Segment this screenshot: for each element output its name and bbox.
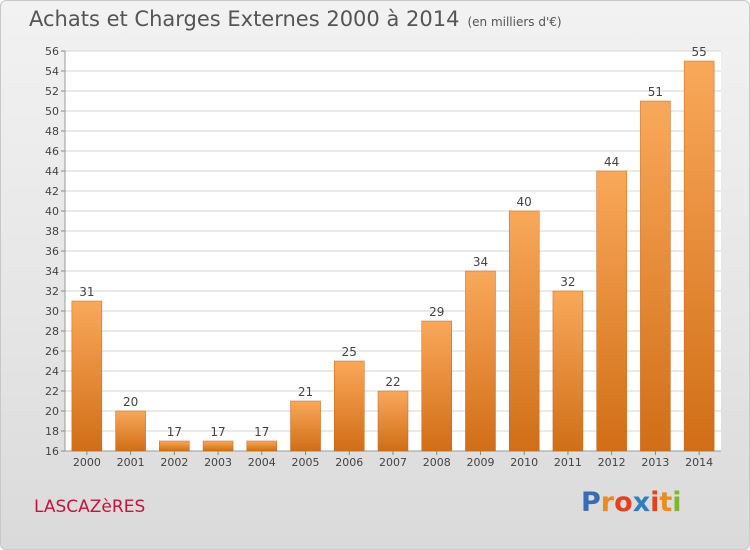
bar-value-label: 21 xyxy=(298,385,313,399)
x-tick-label: 2003 xyxy=(204,456,232,469)
chart-title-text: Achats et Charges Externes 2000 à 2014 xyxy=(29,7,460,31)
logo-letter: x xyxy=(632,487,651,518)
bar-value-label: 22 xyxy=(385,375,400,389)
y-tick-label: 40 xyxy=(45,205,59,218)
chart-unit: (en milliers d'€) xyxy=(467,15,562,29)
y-tick-label: 30 xyxy=(45,305,59,318)
bar xyxy=(421,320,452,452)
bar xyxy=(159,440,190,452)
y-tick-label: 52 xyxy=(45,85,59,98)
bar xyxy=(202,440,234,452)
y-tick-label: 34 xyxy=(45,265,59,278)
x-tick-label: 2002 xyxy=(160,456,188,469)
x-tick-label: 2012 xyxy=(598,456,626,469)
bar-value-label: 34 xyxy=(473,255,488,269)
bar-value-label: 51 xyxy=(648,85,663,99)
y-tick-label: 26 xyxy=(45,345,59,358)
x-tick-label: 2001 xyxy=(117,456,145,469)
y-tick-label: 38 xyxy=(45,225,59,238)
bar-value-label: 31 xyxy=(79,285,94,299)
bar-value-label: 40 xyxy=(517,195,532,209)
y-tick-label: 44 xyxy=(45,165,59,178)
bar-value-label: 17 xyxy=(210,425,225,439)
logo-letter: i xyxy=(650,487,660,518)
bar-value-label: 17 xyxy=(254,425,269,439)
y-tick-label: 24 xyxy=(45,365,59,378)
y-tick-label: 32 xyxy=(45,285,59,298)
y-tick-label: 54 xyxy=(45,65,59,78)
x-tick-label: 2008 xyxy=(423,456,451,469)
x-tick-label: 2011 xyxy=(554,456,582,469)
bar-value-label: 29 xyxy=(429,305,444,319)
logo-letter: r xyxy=(600,487,615,518)
bar xyxy=(640,100,671,452)
bar-value-label: 44 xyxy=(604,155,619,169)
logo-letter: o xyxy=(614,487,633,518)
bar-value-label: 25 xyxy=(342,345,357,359)
town-name: LASCAZèRES xyxy=(34,497,146,517)
y-tick-label: 46 xyxy=(45,145,59,158)
bar xyxy=(596,170,627,452)
proxiti-logo[interactable]: Proxiti xyxy=(581,487,682,518)
y-tick-label: 42 xyxy=(45,185,59,198)
x-tick-label: 2009 xyxy=(466,456,494,469)
y-tick-label: 50 xyxy=(45,105,59,118)
bar xyxy=(71,300,103,452)
bar xyxy=(377,390,409,452)
x-tick-label: 2005 xyxy=(292,456,320,469)
bar-value-label: 32 xyxy=(560,275,575,289)
bar xyxy=(290,400,321,452)
y-tick-label: 18 xyxy=(45,425,59,438)
x-tick-label: 2013 xyxy=(641,456,669,469)
bar xyxy=(552,290,584,452)
bar-value-label: 20 xyxy=(123,395,138,409)
bar xyxy=(683,60,715,452)
y-tick-label: 56 xyxy=(45,45,59,58)
x-tick-label: 2010 xyxy=(510,456,538,469)
bar xyxy=(115,410,146,452)
x-tick-label: 2006 xyxy=(335,456,363,469)
x-tick-label: 2000 xyxy=(73,456,101,469)
bar-value-label: 17 xyxy=(167,425,182,439)
y-tick-label: 20 xyxy=(45,405,59,418)
x-tick-label: 2007 xyxy=(379,456,407,469)
bar xyxy=(465,270,496,452)
y-tick-label: 22 xyxy=(45,385,59,398)
bar xyxy=(334,360,365,452)
y-tick-label: 36 xyxy=(45,245,59,258)
y-tick-label: 28 xyxy=(45,325,59,338)
y-tick-label: 16 xyxy=(45,445,59,458)
bar-value-label: 55 xyxy=(691,45,706,59)
logo-letter: i xyxy=(672,487,682,518)
y-tick-label: 48 xyxy=(45,125,59,138)
chart-title: Achats et Charges Externes 2000 à 2014 (e… xyxy=(29,7,562,31)
x-tick-label: 2014 xyxy=(685,456,713,469)
logo-letter: t xyxy=(659,487,673,518)
x-tick-label: 2004 xyxy=(248,456,276,469)
bar xyxy=(508,210,540,452)
bar xyxy=(246,440,278,452)
logo-letter: P xyxy=(581,487,601,518)
